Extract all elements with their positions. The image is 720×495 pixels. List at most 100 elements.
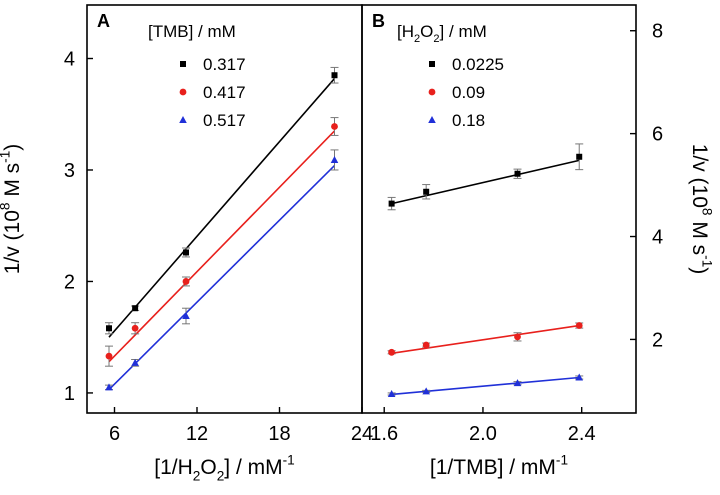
legend-marker	[180, 61, 186, 67]
y-axis-label: 1/v (108​ M s-1​)	[0, 144, 24, 275]
series-0.317	[105, 66, 339, 338]
legend-entry: 0.417	[203, 83, 246, 102]
legend-entry: 0.09	[452, 83, 485, 102]
legend-title-text3: ] / mM	[440, 22, 487, 41]
panel-label: B	[372, 11, 385, 31]
data-point	[514, 170, 521, 177]
y-label-text: 1/v (10	[688, 144, 711, 208]
legend-marker	[429, 61, 435, 67]
fit-line	[391, 159, 580, 205]
fit-line	[108, 164, 336, 391]
data-point	[576, 153, 583, 160]
legend-marker	[179, 88, 187, 96]
x-tick-label: 24	[351, 423, 373, 445]
legend: [H2​O2​] / mM 0.0225 0.09 0.18	[397, 22, 504, 130]
y-tick-label: 2	[64, 271, 75, 293]
x-tick-label: 12	[186, 423, 208, 445]
legend-title: [TMB] / mM	[148, 22, 236, 41]
x-tick-label: 6	[109, 423, 120, 445]
y-tick-label: 8	[652, 21, 663, 43]
panel-b: B 1.6 2.0 2.4 2 4 6 8 [H2​O2​] / mM 0.0225 0.09 0.1…	[361, 4, 714, 479]
y-label-text2: M s	[1, 163, 24, 203]
legend-marker	[428, 116, 436, 123]
legend-entry: 0.0225	[452, 55, 504, 74]
legend-entry: 0.18	[452, 111, 485, 130]
x-label-sub: 2	[193, 468, 201, 483]
fit-line	[108, 78, 336, 338]
legend-entry: 0.317	[203, 55, 246, 74]
x-tick-label: 2.0	[469, 423, 497, 445]
legend-title-sub: 2	[414, 33, 420, 45]
plot-frame	[361, 4, 637, 414]
legend: [TMB] / mM 0.317 0.417 0.517	[148, 22, 246, 130]
y-label-sup2: -1	[699, 255, 714, 267]
legend-marker	[428, 88, 436, 96]
data-point	[131, 358, 139, 366]
data-point	[513, 379, 522, 387]
fit-line	[108, 130, 336, 363]
legend-title-text2: O	[420, 22, 433, 41]
x-label-sub2: 2	[217, 468, 225, 483]
data-point	[182, 312, 190, 320]
x-label-text2: O	[200, 456, 216, 479]
data-point	[105, 383, 113, 391]
data-point	[422, 341, 430, 349]
y-label-sup: 8	[699, 208, 714, 216]
fit-line	[391, 376, 580, 396]
x-axis-label: [1/H2​O2​] / mM-1​	[154, 453, 295, 484]
data-point	[388, 348, 396, 356]
data-point	[422, 387, 430, 395]
legend-entry: 0.517	[203, 111, 246, 130]
data-point	[183, 249, 189, 256]
series-0.18	[387, 373, 584, 397]
data-point	[575, 322, 583, 329]
x-label-text3: ] / mM	[224, 456, 282, 479]
y-tick-label: 3	[64, 160, 75, 182]
series-0.417	[105, 117, 339, 367]
legend-title-text: [H	[397, 22, 414, 41]
y-tick-label: 6	[652, 124, 663, 146]
data-point	[182, 278, 190, 285]
x-tick-label: 1.6	[370, 423, 398, 445]
data-point	[131, 324, 139, 332]
y-label-text2: M s	[688, 215, 711, 255]
legend-marker	[179, 116, 187, 123]
x-label-sup: -1	[556, 453, 568, 468]
data-point	[423, 188, 430, 195]
y-tick-label: 1	[64, 383, 75, 405]
data-point	[132, 305, 139, 312]
x-tick-label: 18	[268, 423, 290, 445]
series-0.517	[105, 149, 339, 391]
data-point	[331, 72, 338, 79]
data-point	[514, 333, 521, 341]
data-point	[105, 352, 113, 360]
data-point	[387, 389, 396, 397]
y-label-text: 1/v (10	[1, 210, 24, 274]
x-label-text: [1/TMB] / mM	[430, 456, 556, 479]
data-point	[575, 373, 584, 381]
series-0.0225	[387, 143, 584, 211]
data-point	[106, 325, 112, 332]
x-axis-label: [1/TMB] / mM-1​	[430, 453, 568, 479]
legend-title-sub2: 2	[433, 33, 439, 45]
y-label-sup: 8	[0, 203, 13, 211]
data-point	[331, 123, 338, 130]
panel-label: A	[97, 11, 110, 31]
y-label-sup2: -1	[0, 151, 13, 163]
y-axis-label: 1/v (108​ M s-1​)	[688, 144, 714, 275]
y-tick-label: 2	[652, 329, 663, 351]
y-label-end: )	[688, 267, 711, 274]
x-label-text: [1/H	[154, 456, 193, 479]
y-label-end: )	[1, 144, 24, 151]
data-point	[330, 155, 339, 163]
x-tick-label: 2.4	[568, 423, 596, 445]
legend-title: [H2​O2​] / mM	[397, 22, 487, 45]
y-tick-label: 4	[64, 49, 75, 71]
data-point	[388, 200, 395, 207]
series-0.09	[387, 322, 584, 356]
fit-line	[391, 324, 580, 355]
y-tick-label: 4	[652, 227, 663, 249]
x-label-sup: -1	[283, 453, 295, 468]
